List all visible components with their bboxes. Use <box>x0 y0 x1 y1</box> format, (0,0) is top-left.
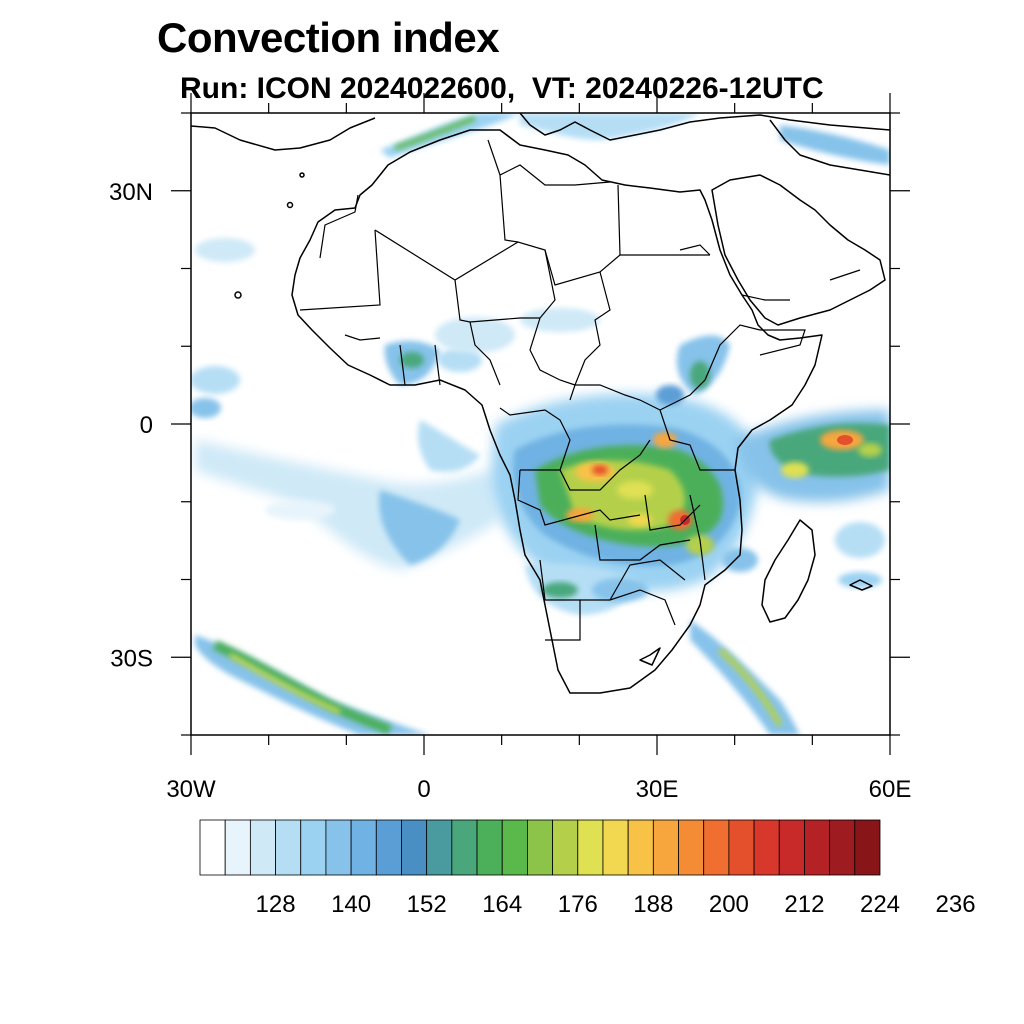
colorbar-swatch <box>375 819 402 876</box>
colorbar-label: 164 <box>482 891 522 918</box>
colorbar-swatch <box>426 819 453 876</box>
colorbar-label: 200 <box>709 891 749 918</box>
colorbar-swatch <box>678 819 705 876</box>
colorbar-swatch <box>501 819 528 876</box>
lon-tick-label: 30W <box>166 776 216 803</box>
convection-field <box>191 113 890 735</box>
colorbar-swatch <box>703 819 730 876</box>
lon-tick-label: 60E <box>869 776 912 803</box>
colorbar-swatch <box>224 819 251 876</box>
colorbar-swatch <box>199 819 226 876</box>
colorbar-swatch <box>854 819 881 876</box>
colorbar-swatch <box>350 819 377 876</box>
colorbar-swatch <box>476 819 503 876</box>
lon-tick-label: 0 <box>417 776 430 803</box>
country-borders <box>299 139 861 641</box>
colorbar-swatch <box>652 819 679 876</box>
colorbar-label: 224 <box>860 891 900 918</box>
colorbar-swatch <box>401 819 428 876</box>
colorbar-swatch <box>627 819 654 876</box>
colorbar-labels: 128 140 152 164 176 188 200 212 224 236 <box>256 891 976 918</box>
colorbar-label: 128 <box>256 891 296 918</box>
colorbar-swatch <box>249 819 276 876</box>
colorbar-swatch <box>275 819 302 876</box>
colorbar-swatch <box>300 819 327 876</box>
coastlines <box>191 113 890 694</box>
colorbar-label: 152 <box>407 891 447 918</box>
colorbar-swatch <box>829 819 856 876</box>
colorbar-label: 176 <box>558 891 598 918</box>
colorbar-swatch <box>552 819 579 876</box>
chart-subtitle: Run: ICON 2024022600, VT: 20240226-12UTC <box>180 72 824 105</box>
colorbar-swatch <box>577 819 604 876</box>
colorbar-swatch <box>778 819 805 876</box>
colorbar-swatch <box>325 819 352 876</box>
lon-tick-label: 30E <box>636 776 679 803</box>
colorbar <box>199 819 881 876</box>
colorbar-label: 188 <box>633 891 673 918</box>
colorbar-label: 212 <box>784 891 824 918</box>
colorbar-swatch <box>602 819 629 876</box>
lat-tick-label: 30N <box>109 179 153 206</box>
lat-tick-label: 30S <box>110 645 153 672</box>
colorbar-swatch <box>527 819 553 876</box>
axis-ticks <box>171 93 910 755</box>
colorbar-label: 140 <box>331 891 371 918</box>
colorbar-swatch <box>753 819 780 876</box>
chart-title: Convection index <box>157 14 500 61</box>
axis-tick-labels: 30W 0 30E 60E 30N 0 30S <box>109 179 911 803</box>
colorbar-swatch <box>451 819 478 876</box>
colorbar-swatch <box>804 819 831 876</box>
colorbar-label: 236 <box>936 891 976 918</box>
colorbar-swatch <box>728 819 755 876</box>
lat-tick-label: 0 <box>140 412 153 439</box>
